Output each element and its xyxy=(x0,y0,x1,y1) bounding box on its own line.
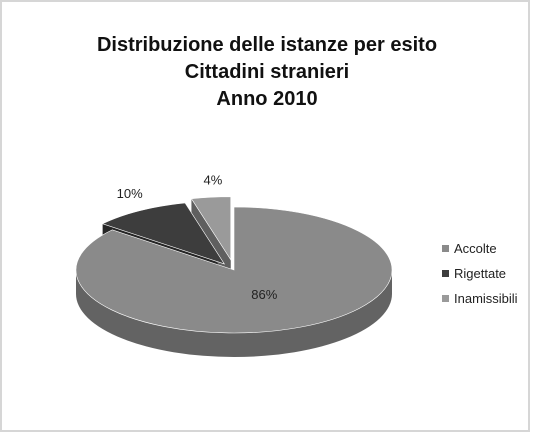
legend-item-rigettate: Rigettate xyxy=(442,261,518,286)
pie-label-rigettate: 10% xyxy=(117,186,143,201)
legend-swatch-inamissibili xyxy=(442,295,449,302)
legend-item-accolte: Accolte xyxy=(442,236,518,261)
legend-swatch-rigettate xyxy=(442,270,449,277)
pie-chart: 86% 10% 4% xyxy=(75,173,393,357)
pie-slice-inamissibili xyxy=(190,196,232,261)
chart-title-line-2: Cittadini stranieri xyxy=(184,61,350,83)
chart-title-line-1: Distribuzione delle istanze per esito xyxy=(96,34,438,56)
pie-slice-rigettate xyxy=(101,202,226,265)
chart-title: Distribuzione delle istanze per esito Ci… xyxy=(2,32,532,113)
chart-frame: Distribuzione delle istanze per esito Ci… xyxy=(0,0,530,432)
pie-label-accolte: 86% xyxy=(251,287,277,302)
legend-label-accolte: Accolte xyxy=(454,241,497,256)
chart-legend: Accolte Rigettate Inamissibili xyxy=(442,236,518,311)
legend-item-inamissibili: Inamissibili xyxy=(442,286,518,311)
chart-title-line-3: Anno 2010 xyxy=(216,88,318,110)
pie-wall-accolte-0 xyxy=(76,270,392,357)
legend-swatch-accolte xyxy=(442,245,449,252)
pie-slice-accolte xyxy=(75,206,393,334)
pie-label-inamissibili: 4% xyxy=(204,173,223,188)
legend-label-inamissibili: Inamissibili xyxy=(454,291,518,306)
legend-label-rigettate: Rigettate xyxy=(454,266,507,281)
